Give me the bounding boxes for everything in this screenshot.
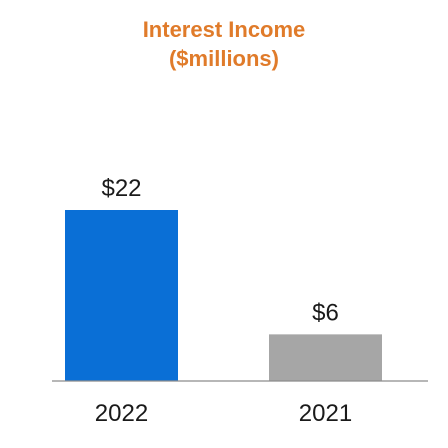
data-label-2021: $6 — [312, 299, 339, 326]
x-tick-label-2022: 2022 — [95, 400, 148, 427]
chart-title: Interest Income — [143, 17, 306, 42]
bars-group — [65, 210, 382, 381]
chart-subtitle: ($millions) — [169, 46, 279, 71]
data-labels-group: $22 $6 — [101, 175, 338, 326]
x-tick-label-2021: 2021 — [299, 400, 352, 427]
data-label-2022: $22 — [101, 175, 141, 202]
bar-2021 — [269, 334, 382, 381]
bar-2022 — [65, 210, 178, 381]
tick-labels-group: 2022 2021 — [95, 400, 352, 427]
